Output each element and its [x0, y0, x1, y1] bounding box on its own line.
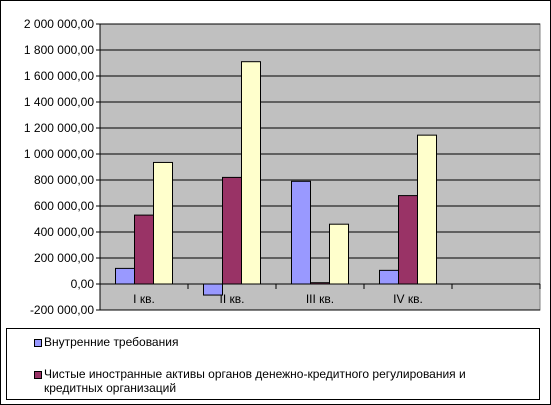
bar-series-3-III кв. — [329, 223, 349, 285]
legend-swatch-2 — [34, 371, 42, 379]
y-tick-label: 1 600 000,00 — [24, 69, 94, 83]
bar-series-1-IV кв. — [379, 269, 399, 285]
y-tick-label: 800 000,00 — [34, 173, 94, 187]
y-tick-label: 0,00 — [71, 277, 95, 291]
legend: Внутренние требования Чистые иностранные… — [6, 328, 540, 400]
bar-series-1-I кв. — [115, 267, 135, 285]
y-tick-label: 2 000 000,00 — [24, 17, 94, 31]
x-tick-label: I кв. — [133, 292, 155, 306]
y-tick-label: 200 000,00 — [34, 251, 94, 265]
y-tick-label: 1 400 000,00 — [24, 95, 94, 109]
legend-label-2: Чистые иностранные активы органов денежн… — [44, 367, 466, 395]
bar-series-2-II кв. — [222, 176, 242, 285]
bar-series-1-III кв. — [291, 180, 311, 285]
x-tick-label: III кв. — [306, 292, 334, 306]
y-tick-label: 1 200 000,00 — [24, 121, 94, 135]
legend-swatch-1 — [34, 339, 42, 347]
bars — [115, 61, 437, 296]
y-tick-label: -200 000,00 — [30, 303, 94, 317]
x-axis: I кв. II кв. III кв. IV кв. — [99, 283, 541, 306]
bar-series-3-II кв. — [241, 61, 261, 285]
y-tick-label: 400 000,00 — [34, 225, 94, 239]
gridlines — [100, 23, 540, 311]
x-tick-label: II кв. — [220, 292, 245, 306]
y-tick-label: 1 800 000,00 — [24, 43, 94, 57]
y-axis: -200 000,00 0,00 200 000,00 400 000,00 600 0… — [24, 17, 101, 317]
x-tick-label: IV кв. — [393, 292, 423, 306]
y-tick-label: 600 000,00 — [34, 199, 94, 213]
bar-series-3-I кв. — [153, 161, 173, 285]
bar-series-2-I кв. — [134, 214, 154, 285]
y-tick-label: 1 000 000,00 — [24, 147, 94, 161]
legend-label-1: Внутренние требования — [44, 335, 179, 349]
bar-series-2-IV кв. — [398, 195, 418, 285]
bar-series-3-IV кв. — [417, 134, 437, 285]
